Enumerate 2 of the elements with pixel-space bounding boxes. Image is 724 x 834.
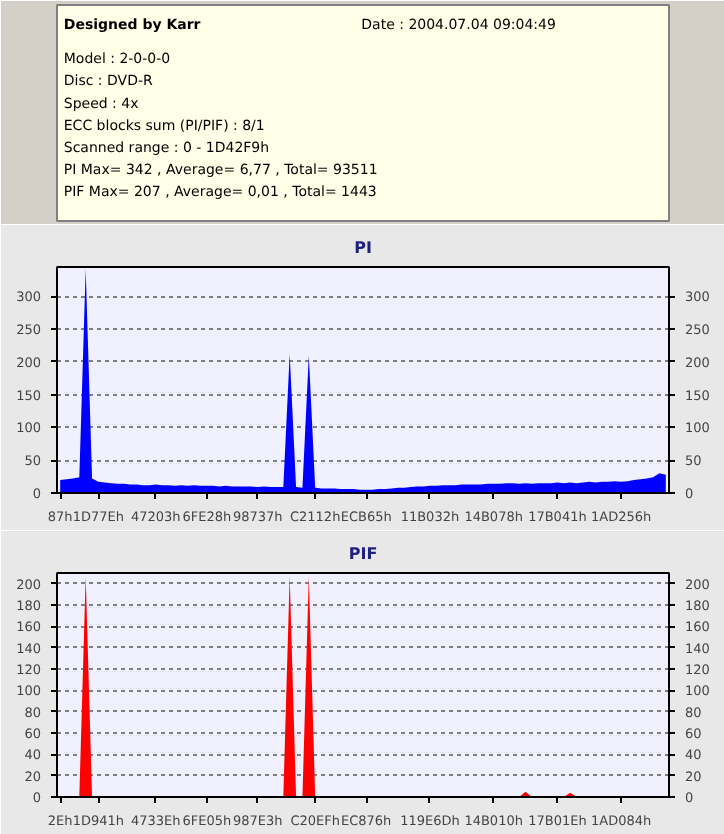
chart-title: PI [354,239,372,257]
chart-title: PIF [348,545,378,563]
